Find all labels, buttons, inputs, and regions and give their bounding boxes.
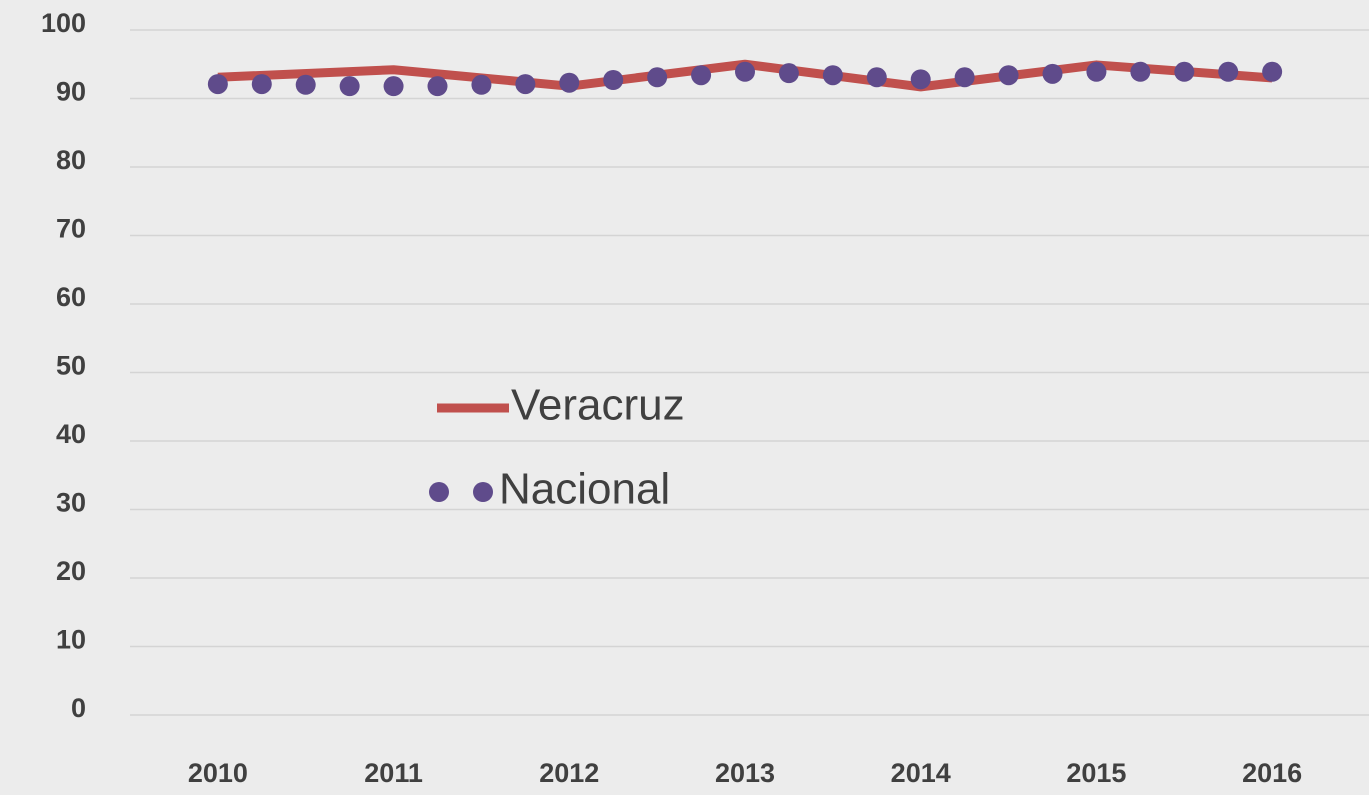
- y-tick-label: 80: [56, 145, 86, 175]
- y-tick-label: 20: [56, 556, 86, 586]
- data-point: [471, 75, 491, 95]
- legend-label: Veracruz: [511, 381, 685, 430]
- data-point: [911, 69, 931, 89]
- y-tick-label: 30: [56, 488, 86, 518]
- x-tick-label: 2010: [188, 758, 248, 788]
- y-tick-label: 0: [71, 693, 86, 723]
- data-point: [296, 75, 316, 95]
- data-point: [955, 67, 975, 87]
- data-point: [1262, 62, 1282, 82]
- data-point: [252, 74, 272, 94]
- data-point: [999, 65, 1019, 85]
- data-point: [867, 67, 887, 87]
- data-point: [647, 67, 667, 87]
- y-tick-label: 50: [56, 351, 86, 381]
- y-tick-label: 90: [56, 77, 86, 107]
- legend-marker: [473, 482, 493, 502]
- data-point: [340, 76, 360, 96]
- x-tick-label: 2014: [891, 758, 951, 788]
- y-tick-label: 60: [56, 282, 86, 312]
- legend-label: Nacional: [499, 465, 670, 514]
- data-point: [208, 74, 228, 94]
- data-point: [1174, 62, 1194, 82]
- x-tick-label: 2013: [715, 758, 775, 788]
- data-point: [1086, 62, 1106, 82]
- data-point: [823, 65, 843, 85]
- y-tick-label: 100: [41, 8, 86, 38]
- x-tick-label: 2016: [1242, 758, 1302, 788]
- chart: 0 10 20 30 40 50 60 70 80 90 100 2010 2011 2012 2013 20…: [0, 0, 1369, 795]
- data-point: [735, 62, 755, 82]
- data-point: [428, 76, 448, 96]
- data-point: [559, 73, 579, 93]
- data-point: [1043, 64, 1063, 84]
- y-tick-label: 10: [56, 625, 86, 655]
- data-point: [384, 76, 404, 96]
- data-point: [603, 70, 623, 90]
- x-tick-label: 2015: [1066, 758, 1126, 788]
- data-point: [515, 74, 535, 94]
- y-tick-label: 40: [56, 419, 86, 449]
- data-point: [691, 65, 711, 85]
- data-point: [1130, 62, 1150, 82]
- legend-marker: [429, 482, 449, 502]
- x-tick-label: 2011: [364, 758, 423, 788]
- data-point: [779, 63, 799, 83]
- x-tick-label: 2012: [539, 758, 599, 788]
- y-tick-label: 70: [56, 214, 86, 244]
- data-point: [1218, 62, 1238, 82]
